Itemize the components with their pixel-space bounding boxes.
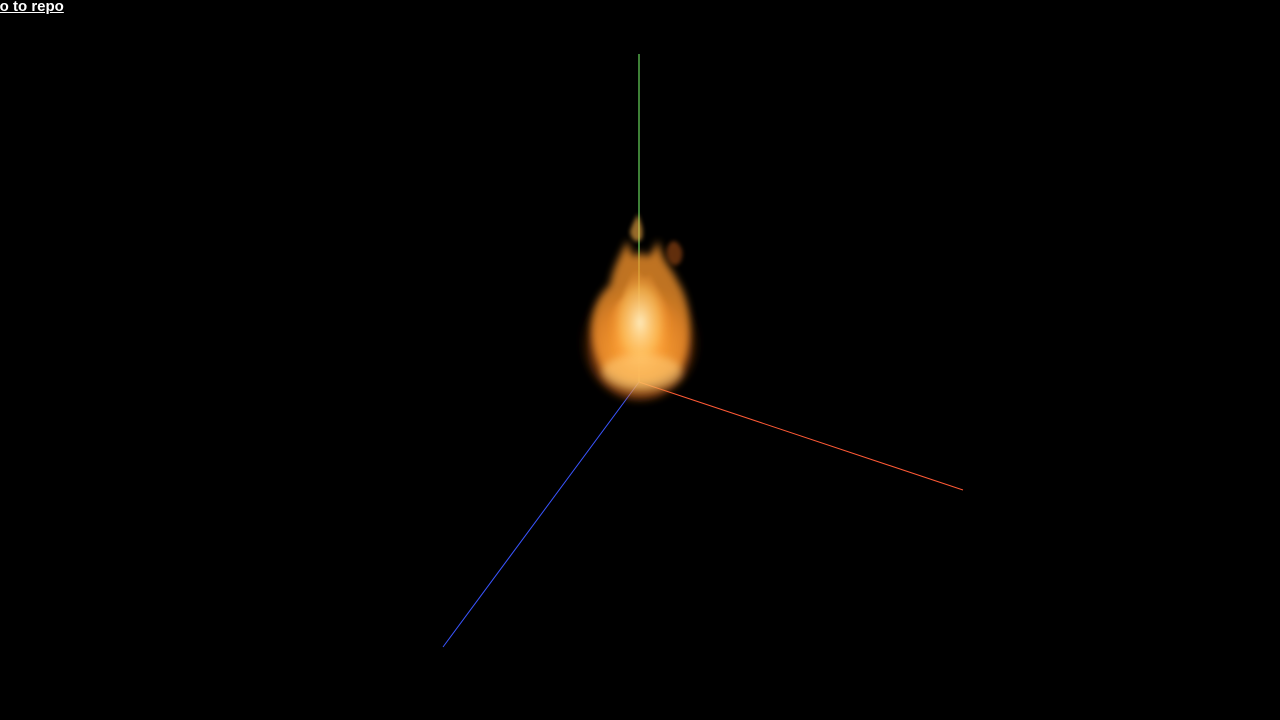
go-to-repo-link[interactable]: Go to repo bbox=[0, 0, 64, 15]
fire-effect bbox=[582, 214, 698, 400]
z-axis-line bbox=[442, 381, 640, 648]
x-axis-line bbox=[638, 381, 964, 491]
